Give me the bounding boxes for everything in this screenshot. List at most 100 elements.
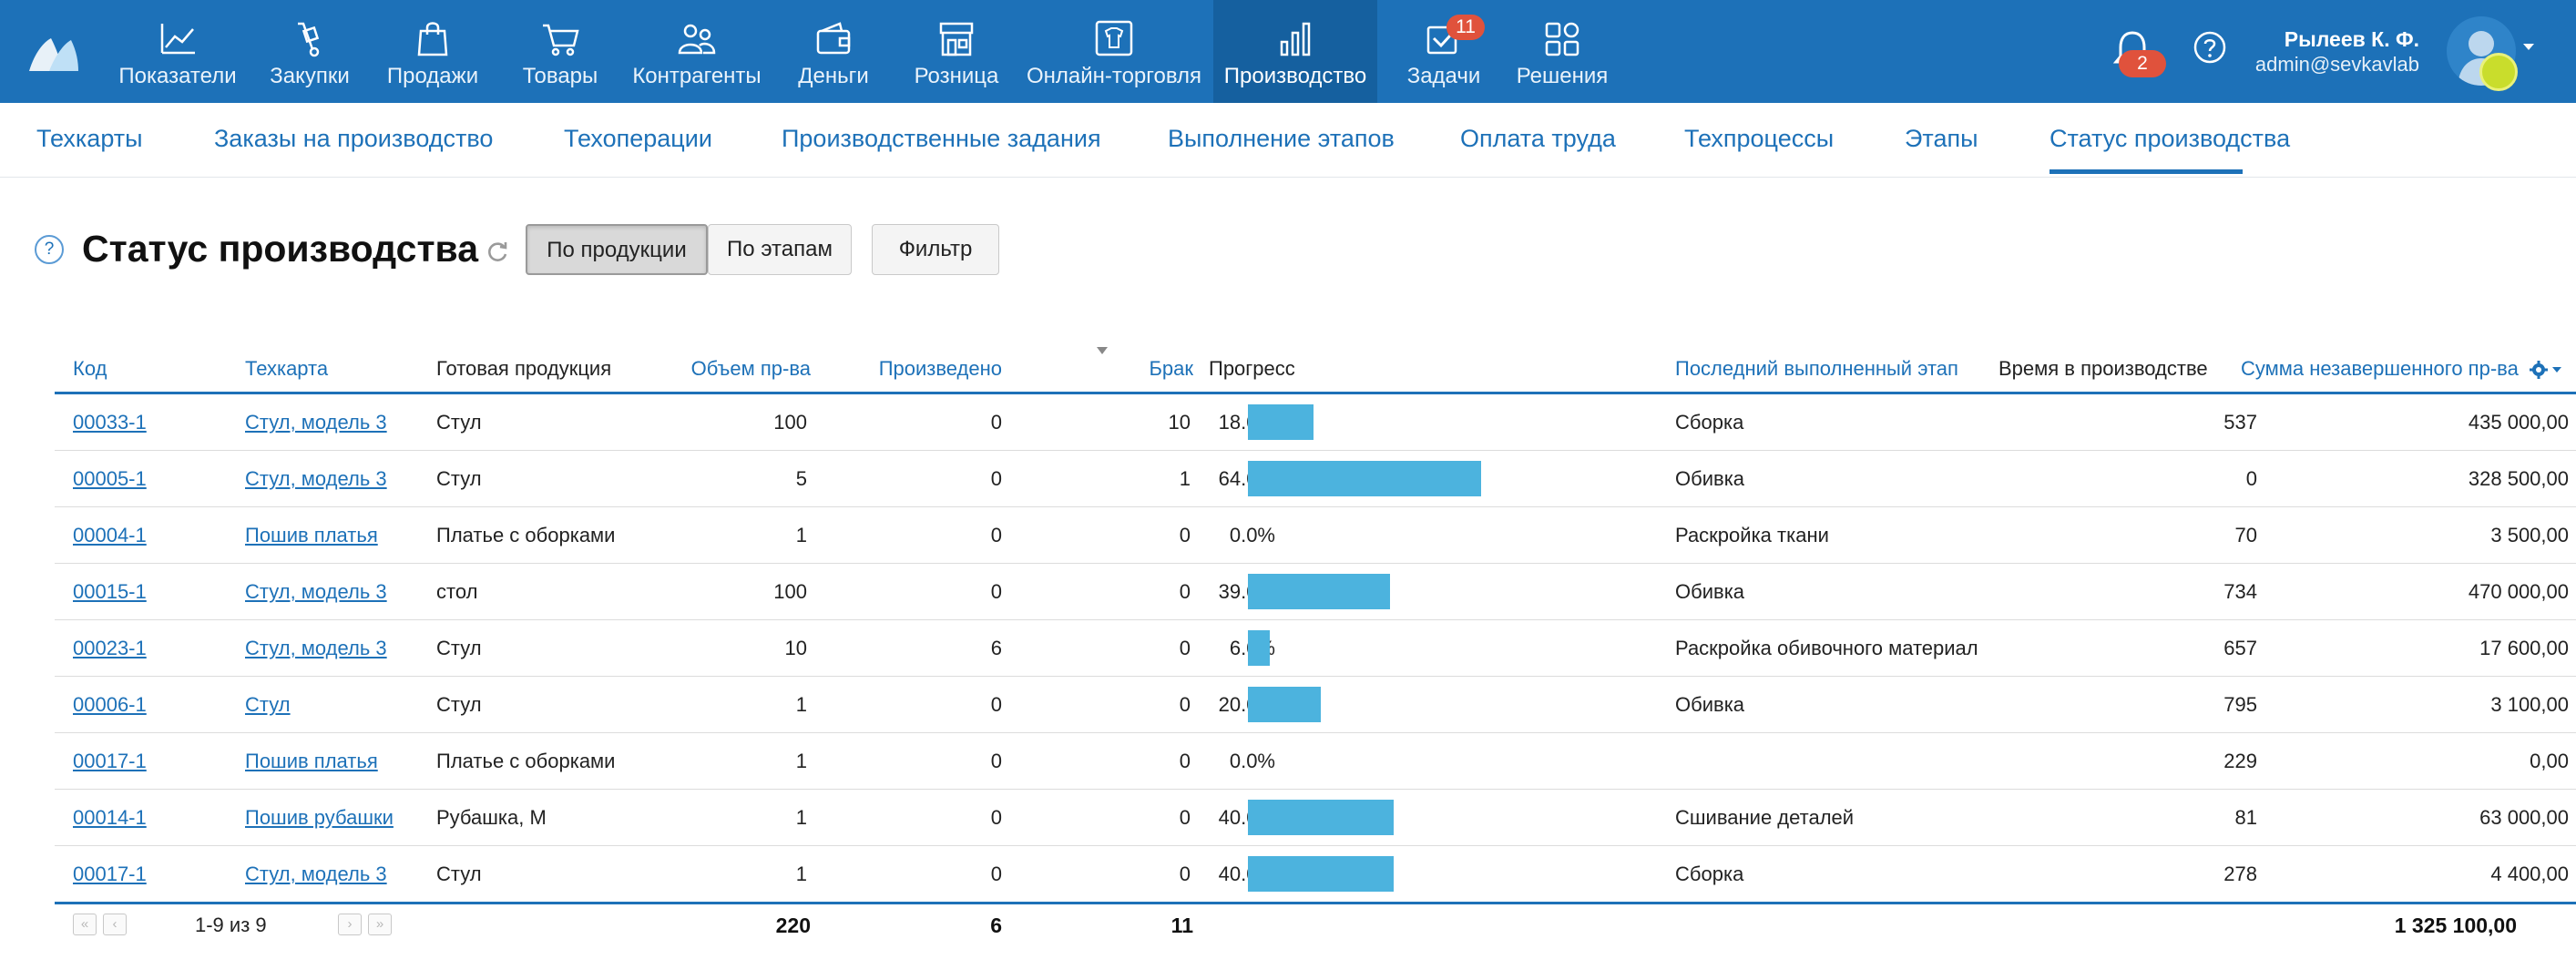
defect-cell: 10 <box>1168 411 1191 434</box>
sum-cell: 328 500,00 <box>2468 467 2569 490</box>
sum-cell: 3 100,00 <box>2490 693 2569 716</box>
time-cell: 81 <box>2234 806 2257 829</box>
techcard-link[interactable]: Пошив платья <box>245 524 378 546</box>
user-email[interactable]: admin@sevkavlab <box>2254 53 2419 76</box>
volume-cell: 5 <box>795 467 807 490</box>
code-link[interactable]: 00017-1 <box>73 750 147 772</box>
subnav-tab-5[interactable]: Оплата труда <box>1460 125 1616 152</box>
sum-cell: 63 000,00 <box>2479 806 2569 829</box>
next-page-icon[interactable]: › <box>338 914 362 935</box>
code-link[interactable]: 00017-1 <box>73 863 147 885</box>
subnav-tab-7[interactable]: Этапы <box>1905 125 1978 152</box>
subnav-tab-8[interactable]: Статус производства <box>2050 125 2291 152</box>
time-cell: 229 <box>2223 750 2257 772</box>
techcard-link[interactable]: Стул, модель 3 <box>245 411 387 434</box>
product-cell: Стул <box>436 411 482 434</box>
logo-icon[interactable] <box>26 26 80 77</box>
volume-cell: 10 <box>784 637 807 659</box>
user-name[interactable]: Рылеев К. Ф. <box>2284 27 2419 51</box>
column-header-techcard[interactable]: Техкарта <box>245 357 329 380</box>
column-header-defect[interactable]: Брак <box>1149 357 1193 380</box>
wallet-icon <box>813 18 854 58</box>
subnav-tab-1[interactable]: Заказы на производство <box>214 125 494 152</box>
table-row: 00033-1 Стул, модель 3 Стул 100 0 10 18.0% Сбор… <box>55 394 2576 451</box>
defect-cell: 0 <box>1179 863 1191 885</box>
chevron-down-icon[interactable] <box>2523 44 2534 50</box>
page-help-icon[interactable]: ? <box>35 235 64 264</box>
code-link[interactable]: 00023-1 <box>73 637 147 659</box>
nav-item-2[interactable]: Продажи <box>383 0 483 103</box>
sort-desc-icon <box>1097 347 1108 354</box>
refresh-icon[interactable] <box>485 239 510 264</box>
subnav-tab-3[interactable]: Производственные задания <box>782 125 1101 152</box>
last-stage-cell: Раскройка обивочного материал <box>1675 637 1978 659</box>
nav-item-label: Розница <box>914 64 999 88</box>
column-header-code[interactable]: Код <box>73 357 107 380</box>
total-defect: 11 <box>1170 914 1193 937</box>
nav-item-10[interactable]: Решения <box>1508 0 1617 103</box>
product-cell: Рубашка, М <box>436 806 547 829</box>
product-cell: Стул <box>436 637 482 659</box>
prev-page-icon[interactable]: ‹ <box>103 914 127 935</box>
column-header-last-stage[interactable]: Последний выполненный этап <box>1675 357 1958 380</box>
techcard-link[interactable]: Стул, модель 3 <box>245 863 387 885</box>
sum-cell: 4 400,00 <box>2490 863 2569 885</box>
progress-bar <box>1248 404 1314 440</box>
table-footer-divider <box>55 902 2576 904</box>
column-header-sum[interactable]: Сумма незавершенного пр-ва <box>2241 357 2519 380</box>
by-product-button[interactable]: По продукции <box>526 224 708 275</box>
nav-item-9[interactable]: 11 Задачи <box>1394 0 1494 103</box>
techcard-link[interactable]: Стул <box>245 693 291 716</box>
code-link[interactable]: 00006-1 <box>73 693 147 716</box>
column-header-volume[interactable]: Объем пр-ва <box>690 357 811 380</box>
filter-button[interactable]: Фильтр <box>872 224 999 275</box>
volume-cell: 1 <box>795 806 807 829</box>
code-link[interactable]: 00014-1 <box>73 806 147 829</box>
time-cell: 537 <box>2223 411 2257 434</box>
nav-item-5[interactable]: Деньги <box>783 0 884 103</box>
by-stage-button[interactable]: По этапам <box>708 224 852 275</box>
nav-item-0[interactable]: Показатели <box>109 0 246 103</box>
nav-item-8[interactable]: Производство <box>1213 0 1377 103</box>
subnav-tab-0[interactable]: Техкарты <box>36 125 143 152</box>
produced-cell: 0 <box>990 411 1002 434</box>
code-link[interactable]: 00005-1 <box>73 467 147 490</box>
nav-item-4[interactable]: Контрагенты <box>629 0 765 103</box>
techcard-link[interactable]: Пошив рубашки <box>245 806 394 829</box>
volume-cell: 1 <box>795 750 807 772</box>
defect-cell: 0 <box>1179 580 1191 603</box>
time-cell: 278 <box>2223 863 2257 885</box>
sum-cell: 3 500,00 <box>2490 524 2569 546</box>
code-link[interactable]: 00015-1 <box>73 580 147 603</box>
nav-item-3[interactable]: Товары <box>501 0 619 103</box>
active-tab-indicator <box>2050 169 2243 174</box>
code-link[interactable]: 00004-1 <box>73 524 147 546</box>
first-page-icon[interactable]: « <box>73 914 97 935</box>
nav-item-6[interactable]: Розница <box>902 0 1011 103</box>
gear-icon[interactable] <box>2529 359 2565 381</box>
volume-cell: 1 <box>795 693 807 716</box>
total-produced: 6 <box>990 914 1002 937</box>
subnav-tab-4[interactable]: Выполнение этапов <box>1168 125 1395 152</box>
last-page-icon[interactable]: » <box>368 914 392 935</box>
code-link[interactable]: 00033-1 <box>73 411 147 434</box>
nav-item-label: Продажи <box>386 64 479 88</box>
help-icon[interactable] <box>2193 31 2226 64</box>
techcard-link[interactable]: Стул, модель 3 <box>245 637 387 659</box>
nav-item-7[interactable]: Онлайн-торговля <box>1027 0 1201 103</box>
product-cell: стол <box>436 580 478 603</box>
store-icon <box>935 18 977 58</box>
defect-cell: 0 <box>1179 806 1191 829</box>
techcard-link[interactable]: Пошив платья <box>245 750 378 772</box>
progress-bar <box>1248 687 1321 722</box>
nav-item-1[interactable]: Закупки <box>260 0 360 103</box>
techcard-link[interactable]: Стул, модель 3 <box>245 580 387 603</box>
techcard-link[interactable]: Стул, модель 3 <box>245 467 387 490</box>
subnav-tab-6[interactable]: Техпроцессы <box>1684 125 1835 152</box>
nav-item-label: Решения <box>1516 64 1609 88</box>
defect-cell: 0 <box>1179 524 1191 546</box>
subnav-tab-2[interactable]: Техоперации <box>564 125 712 152</box>
column-header-produced[interactable]: Произведено <box>878 357 1002 380</box>
nav-item-label: Контрагенты <box>632 64 762 88</box>
